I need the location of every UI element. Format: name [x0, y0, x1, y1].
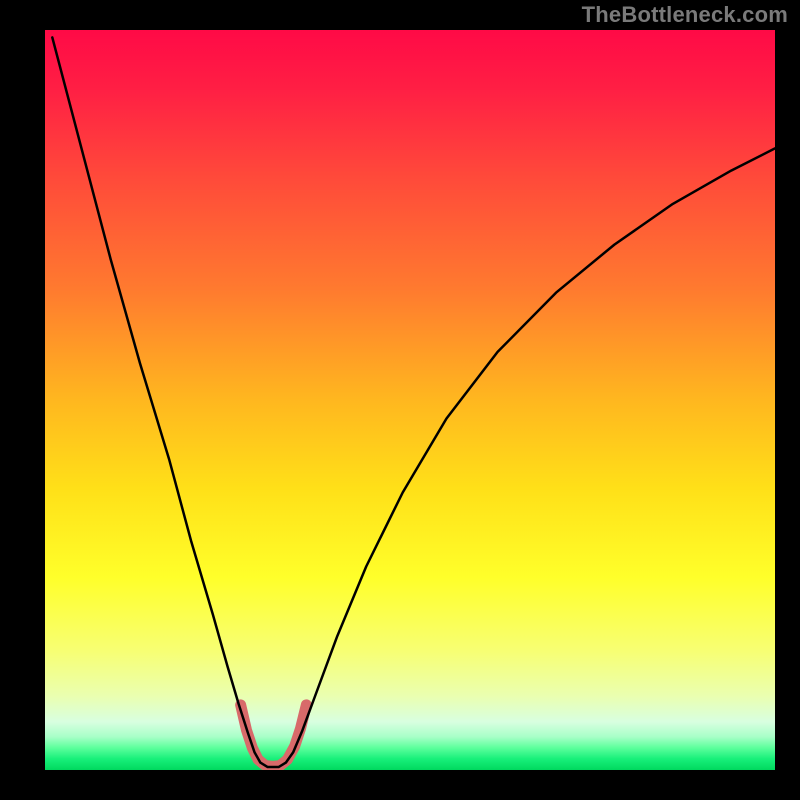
watermark-text: TheBottleneck.com [582, 2, 788, 28]
chart-background [45, 30, 775, 770]
figure-root: TheBottleneck.com [0, 0, 800, 800]
plot-area [45, 30, 775, 770]
chart-svg [45, 30, 775, 770]
